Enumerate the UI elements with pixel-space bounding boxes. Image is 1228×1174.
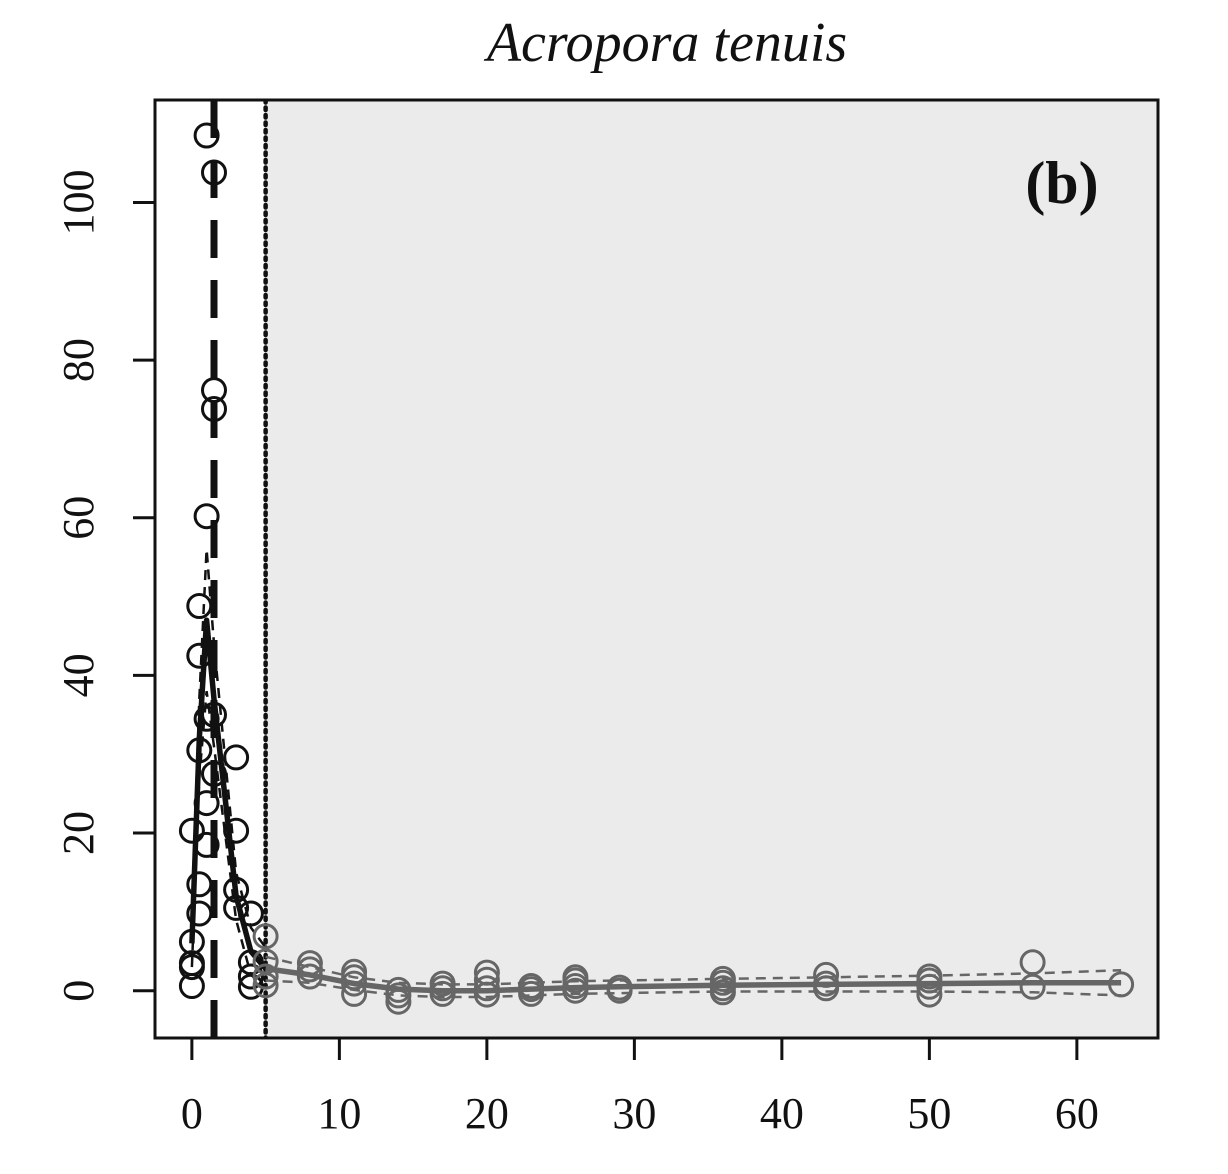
data-point	[473, 975, 500, 1002]
series-2	[252, 923, 1135, 1015]
data-point	[186, 900, 213, 927]
data-point	[385, 988, 412, 1015]
chart-title: Acropora tenuis	[483, 12, 847, 74]
data-point	[296, 963, 323, 990]
panel-label: (b)	[1025, 150, 1098, 216]
data-point	[813, 961, 840, 988]
data-point	[223, 744, 250, 771]
data-point	[252, 948, 279, 975]
axes: 0 10 20 30 40 50 60 0 20 40 60 80 100	[54, 169, 1099, 1138]
data-point	[201, 377, 227, 404]
data-point	[606, 974, 633, 1001]
data-point	[178, 950, 205, 977]
data-point	[562, 964, 589, 991]
data-point	[237, 963, 264, 990]
data-point	[201, 701, 227, 728]
y-tick-label: 80	[54, 338, 103, 382]
data-point	[385, 976, 412, 1003]
data-point	[518, 973, 545, 999]
y-tick-label: 20	[54, 811, 103, 855]
data-point	[237, 900, 264, 927]
y-tick-label: 40	[54, 653, 103, 697]
data-point	[178, 928, 205, 955]
data-point	[193, 122, 220, 149]
y-tick-label: 60	[54, 496, 103, 540]
data-point	[186, 642, 213, 669]
y-tick-label: 100	[54, 169, 103, 235]
data-point	[813, 970, 840, 997]
data-point	[473, 966, 500, 993]
data-point	[916, 973, 943, 1000]
shaded-region	[265, 100, 1158, 1038]
y-axis: 0 20 40 60 80 100	[54, 169, 157, 1002]
data-point	[296, 950, 323, 977]
x-tick-label: 10	[317, 1089, 361, 1138]
data-point	[916, 963, 943, 990]
data-point	[186, 593, 213, 619]
data-point	[709, 965, 736, 992]
series-1-ci-upper-line	[190, 549, 267, 949]
series-1	[178, 122, 268, 1000]
data-point	[178, 817, 205, 844]
data-point	[223, 876, 250, 903]
plot-area	[178, 100, 1158, 1038]
data-point	[341, 970, 368, 997]
data-point	[201, 760, 227, 787]
data-point	[296, 956, 323, 983]
plot-contents	[178, 100, 1158, 1038]
data-point	[193, 503, 220, 530]
x-tick-label: 50	[907, 1089, 951, 1138]
data-point	[252, 963, 279, 990]
data-point	[1108, 971, 1135, 998]
y-tick-label: 0	[54, 980, 103, 1002]
data-point	[223, 894, 250, 921]
x-tick-label: 60	[1055, 1089, 1099, 1138]
x-axis: 0 10 20 30 40 50 60	[181, 1036, 1099, 1138]
data-point	[223, 817, 250, 844]
series-2-ci-upper-line	[265, 955, 1122, 986]
data-point	[916, 981, 943, 1008]
data-point	[473, 959, 500, 986]
x-tick-label: 0	[181, 1089, 203, 1138]
data-point	[252, 923, 279, 950]
data-point	[237, 949, 264, 976]
data-point	[429, 970, 456, 997]
series-2-ci-lower-line	[265, 979, 1122, 999]
x-tick-label: 20	[465, 1089, 509, 1138]
x-tick-label: 30	[612, 1089, 656, 1138]
x-tick-label: 40	[760, 1089, 804, 1138]
data-point	[193, 831, 220, 858]
data-point	[341, 958, 368, 985]
data-point	[186, 871, 213, 898]
data-point	[193, 790, 220, 817]
data-point	[1019, 949, 1046, 976]
data-point	[186, 737, 213, 764]
data-point	[201, 159, 227, 186]
data-point	[201, 396, 227, 422]
